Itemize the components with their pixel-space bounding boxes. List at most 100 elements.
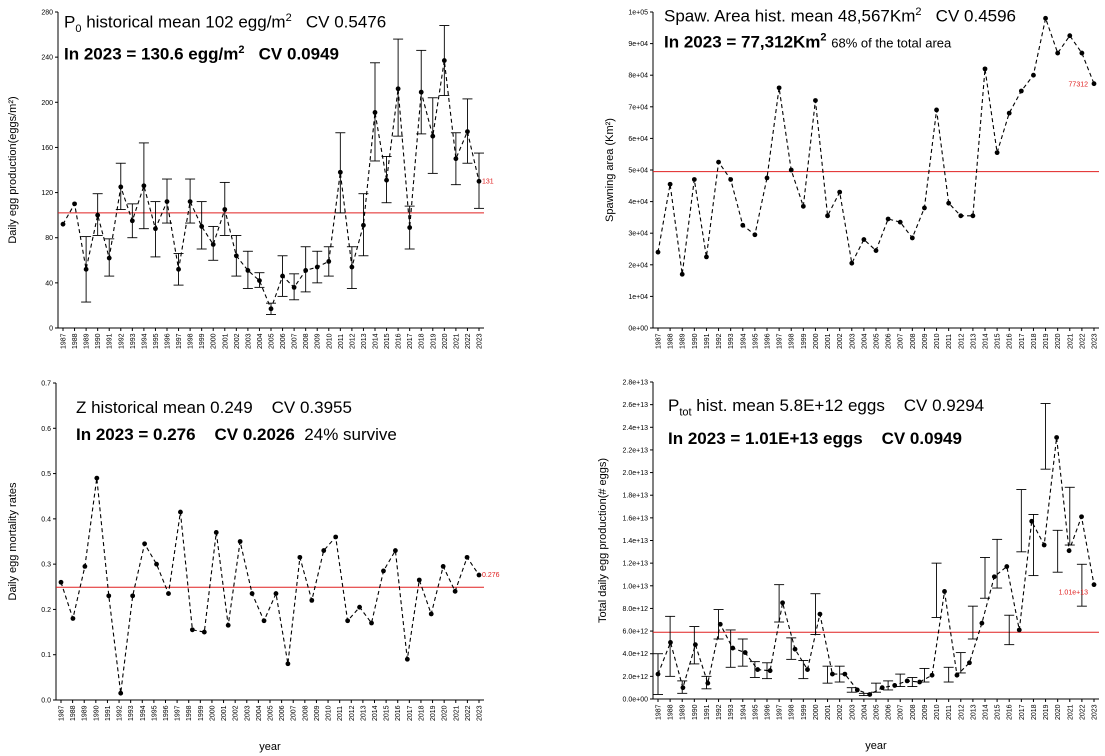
z-data-point [273,591,279,596]
area-2023-value: In 2023 = 77,312Km [664,32,821,52]
p0-data-point [326,259,332,264]
z-data-point [106,593,112,599]
area-xtick-label: 2015 [995,333,1002,349]
area-data-point [958,213,964,219]
p0-xtick-label: 2015 [384,333,391,349]
area-xtick-label: 2011 [946,334,953,349]
p0-xtick-label: 2001 [222,333,229,349]
p0-xtick-label: 2023 [477,333,484,349]
ptot-xtick-label: 1990 [692,704,699,720]
area-xtick-label: 2022 [1079,333,1086,349]
area-ytick-label: 0e+00 [628,326,648,333]
area-historical-mean: Spaw. Area hist. mean 48,567Km [664,6,916,26]
area-data-point [994,150,1000,156]
area-xtick-label: 2002 [837,333,844,349]
z-annotation: Z historical mean 0.249 CV 0.3955 In 202… [76,398,397,446]
z-xtick-label: 2014 [372,705,379,721]
z-xtick-label: 2022 [465,705,472,721]
p0-xtick-label: 1995 [153,333,160,349]
area-data-point [1079,50,1085,56]
ptot-data-point [892,683,898,688]
z-ytick-label: 0.0 [41,698,51,705]
z-xtick-label: 1989 [82,705,89,721]
area-xtick-label: 2012 [958,333,965,349]
z-xtick-label: 2000 [209,705,216,721]
area-ytick-label: 1e+04 [628,294,648,301]
z-xtick-label: 1999 [198,705,205,721]
p0-data-point [129,218,135,224]
ptot-data-point [717,621,723,627]
z-data-point [440,564,446,569]
p0-series-line [62,60,480,311]
p0-data-point [372,110,378,115]
area-xtick-label: 2018 [1031,333,1038,349]
p0-data-point [245,268,251,273]
p0-xtick-label: 2011 [338,334,345,349]
ptot-data-point [817,611,823,617]
ptot-data-point [780,600,785,606]
p0-xtick-label: 2021 [453,333,460,349]
area-historical-cv: CV 0.4596 [935,6,1017,26]
p0-2023-value: In 2023 = 130.6 egg/m [64,44,239,64]
p0-data-point [153,226,158,232]
z-ytick-label: 0.5 [41,471,51,478]
ptot-ytick-label: 2.4e+13 [623,425,649,432]
ptot-ytick-label: 2.8e+13 [623,380,649,387]
area-data-point [691,177,697,182]
z-ytick-label: 0.3 [41,562,51,569]
area-xtick-label: 2013 [970,333,977,349]
z-xtick-label: 2004 [256,705,263,721]
p0-annotation: P0 historical mean 102 egg/m2 CV 0.5476 … [64,8,386,66]
p0-xtick-label: 1989 [84,333,91,349]
z-data-point [297,554,303,560]
z-data-point [404,656,410,662]
p0-unit-sup: 2 [285,12,292,24]
p0-xtick-label: 1999 [199,333,206,349]
area-xtick-label: 1993 [728,333,735,349]
area-xtick-label: 2017 [1019,333,1026,349]
area-ytick-label: 8e+04 [628,73,648,80]
z-survive-text: 24% survive [304,425,397,444]
ptot-xtick-label: 2020 [1055,704,1062,720]
p0-y-axis-label: Daily egg production(eggs/m²) [7,96,19,243]
area-xtick-label: 2016 [1007,333,1014,349]
area-xtick-label: 2007 [898,333,905,349]
p0-data-point [453,156,459,162]
z-ytick-label: 0.7 [41,381,51,388]
p0-data-point [72,201,77,207]
p0-xtick-label: 2007 [292,333,299,349]
z-data-point [285,661,291,667]
ptot-xtick-label: 2009 [922,704,929,720]
z-data-point [357,604,362,610]
ptot-xtick-label: 2003 [849,704,856,720]
p0-2023-cv: CV 0.0949 [258,44,339,64]
ptot-xtick-label: 2006 [886,704,893,720]
area-data-point [946,200,952,206]
area-data-point [1067,33,1073,39]
z-chart: 0.0 0.1 0.2 0.3 0.4 0.5 0.6 0.7 1987 1988 1989 1990… [7,381,500,754]
z-ytick-label: 0.6 [41,426,51,433]
p0-data-point [314,264,320,270]
z-xtick-label: 2013 [360,705,367,721]
z-xtick-label: 1996 [163,705,170,721]
area-xtick-label: 1989 [680,333,687,349]
area-series-line [657,16,1095,275]
z-data-point [309,597,315,603]
area-data-point [667,181,673,187]
z-data-point [154,561,159,567]
area-data-point [934,107,939,113]
z-xtick-label: 2009 [314,705,321,721]
z-series-line [60,478,480,694]
area-data-point [1055,50,1061,56]
area-data-point [922,205,927,211]
area-data-point [752,232,758,238]
ptot-xtick-label: 2010 [934,704,941,720]
p0-historical-mean: historical mean 102 egg/m [81,12,286,32]
z-xtick-label: 2018 [418,705,425,721]
ptot-xtick-label: 2021 [1067,704,1074,720]
z-xtick-label: 2010 [326,705,333,721]
p0-xtick-label: 2022 [465,333,472,349]
ptot-data-point [692,642,698,648]
p0-xtick-label: 1997 [176,333,183,349]
ptot-data-point [1029,518,1035,524]
